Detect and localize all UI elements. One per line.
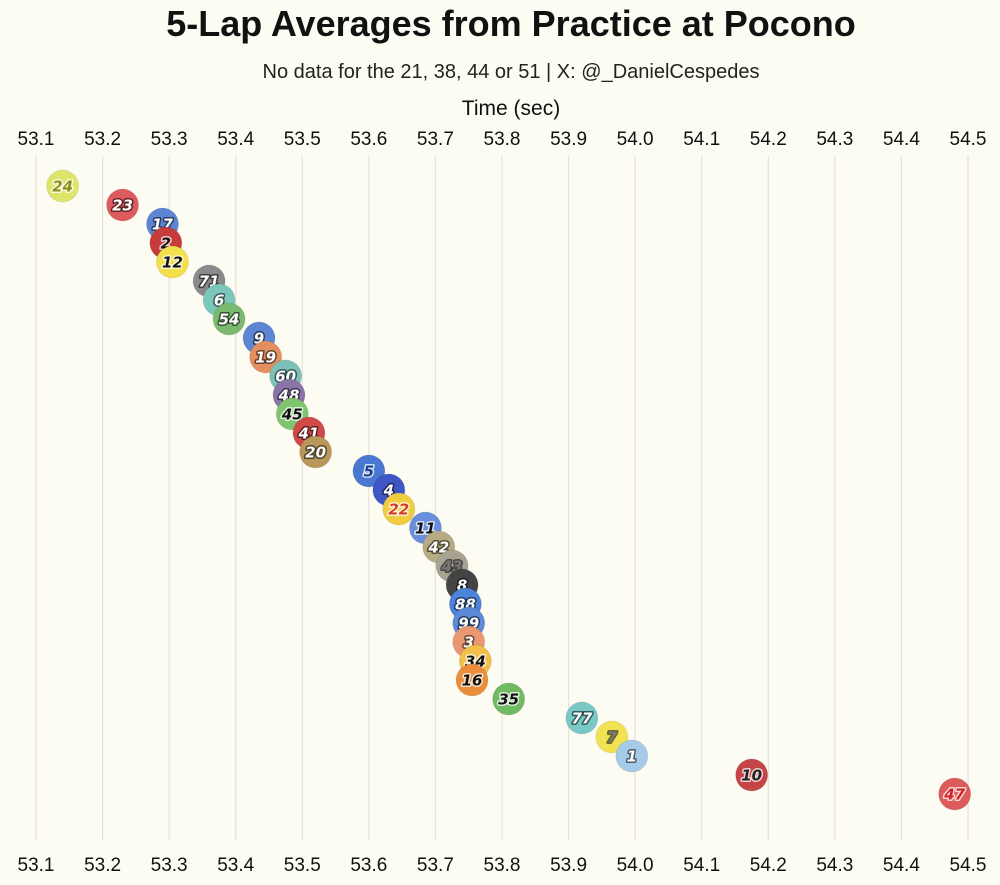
car-number-label: 19 — [255, 349, 276, 367]
x-tick-bottom: 53.4 — [217, 855, 254, 876]
car-point: 1 — [615, 739, 649, 773]
car-number-label: 12 — [162, 254, 183, 272]
car-marker — [492, 682, 526, 716]
x-tick-top: 54.2 — [750, 129, 787, 150]
car-number-label: 23 — [112, 197, 133, 215]
car-marker — [595, 720, 629, 754]
x-tick-top: 53.3 — [151, 129, 188, 150]
x-tick-top: 53.6 — [350, 129, 387, 150]
data-points: 2423172127165491960484541205422114243888… — [46, 169, 972, 811]
car-marker — [565, 701, 599, 735]
x-axis-top: 53.1 53.2 53.3 53.4 53.5 53.6 53.7 53.8 53.9 54.0… — [18, 129, 987, 150]
car-point: 24 — [46, 169, 80, 203]
x-tick-bottom: 53.5 — [284, 855, 321, 876]
x-tick-top: 54.3 — [816, 129, 853, 150]
x-tick-bottom: 54.3 — [816, 855, 853, 876]
x-tick-bottom: 53.3 — [151, 855, 188, 876]
car-number-label: 5 — [364, 463, 374, 481]
x-tick-top: 54.1 — [683, 129, 720, 150]
car-point: 17 — [145, 207, 179, 241]
car-marker — [455, 663, 489, 697]
car-point: 42 — [422, 530, 456, 564]
x-tick-top: 54.4 — [883, 129, 920, 150]
x-tick-top: 53.4 — [217, 129, 254, 150]
car-point: 7 — [595, 720, 629, 754]
x-tick-bottom: 53.2 — [84, 855, 121, 876]
x-tick-bottom: 54.0 — [617, 855, 654, 876]
car-point: 12 — [155, 245, 189, 279]
x-tick-bottom: 53.7 — [417, 855, 454, 876]
car-marker — [106, 188, 140, 222]
x-tick-bottom: 53.1 — [18, 855, 55, 876]
car-point: 35 — [492, 682, 526, 716]
car-point: 19 — [249, 340, 283, 374]
car-point: 20 — [299, 435, 333, 469]
car-number-label: 16 — [462, 672, 483, 690]
x-tick-top: 53.2 — [84, 129, 121, 150]
car-point: 10 — [735, 758, 769, 792]
car-number-label: 1 — [627, 748, 637, 766]
car-marker — [299, 435, 333, 469]
car-number-label: 45 — [281, 406, 303, 424]
car-point: 47 — [938, 777, 972, 811]
x-axis-bottom: 53.1 53.2 53.3 53.4 53.5 53.6 53.7 53.8 53.9 54.0… — [18, 855, 987, 876]
car-marker — [212, 302, 246, 336]
x-tick-top: 54.0 — [617, 129, 654, 150]
car-number-label: 54 — [219, 311, 240, 329]
car-marker — [382, 492, 416, 526]
car-marker — [735, 758, 769, 792]
chart-subtitle: No data for the 21, 38, 44 or 51 | X: @_… — [263, 61, 760, 83]
car-number-label: 47 — [943, 786, 965, 804]
car-marker — [615, 739, 649, 773]
x-tick-bottom: 54.5 — [950, 855, 987, 876]
car-marker — [46, 169, 80, 203]
x-tick-bottom: 54.2 — [750, 855, 787, 876]
x-tick-bottom: 54.1 — [683, 855, 720, 876]
grid — [35, 156, 969, 840]
car-point: 54 — [212, 302, 246, 336]
car-marker — [938, 777, 972, 811]
car-point: 5 — [352, 454, 386, 488]
x-tick-bottom: 53.8 — [484, 855, 521, 876]
car-point: 16 — [455, 663, 489, 697]
x-tick-top: 53.1 — [18, 129, 55, 150]
x-tick-top: 54.5 — [950, 129, 987, 150]
car-number-label: 77 — [571, 710, 592, 728]
car-number-label: 10 — [741, 767, 762, 785]
car-number-label: 20 — [305, 444, 326, 462]
car-point: 22 — [382, 492, 416, 526]
x-tick-bottom: 54.4 — [883, 855, 920, 876]
chart-title: 5-Lap Averages from Practice at Pocono — [166, 3, 856, 44]
car-number-label: 22 — [388, 501, 409, 519]
car-marker — [352, 454, 386, 488]
x-tick-top: 53.5 — [284, 129, 321, 150]
car-point: 23 — [106, 188, 140, 222]
x-tick-top: 53.8 — [484, 129, 521, 150]
car-marker — [249, 340, 283, 374]
x-tick-top: 53.7 — [417, 129, 454, 150]
x-tick-top: 53.9 — [550, 129, 587, 150]
car-marker — [155, 245, 189, 279]
x-tick-bottom: 53.6 — [350, 855, 387, 876]
car-number-label: 7 — [607, 729, 618, 747]
car-number-label: 35 — [498, 691, 519, 709]
x-axis-label: Time (sec) — [462, 97, 560, 120]
car-number-label: 24 — [52, 178, 73, 196]
car-point: 77 — [565, 701, 599, 735]
x-tick-bottom: 53.9 — [550, 855, 587, 876]
